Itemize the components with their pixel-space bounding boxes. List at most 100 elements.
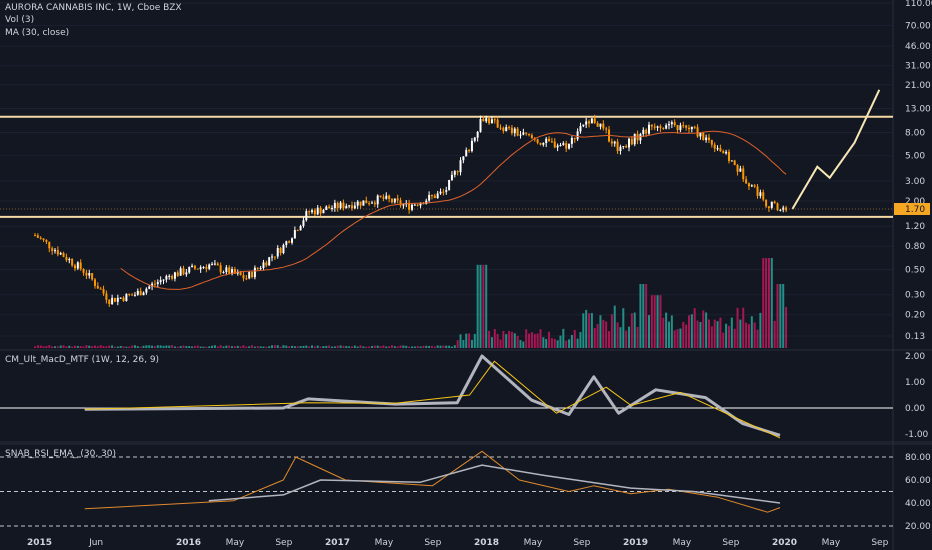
volume-bar [502, 330, 505, 348]
price-tick-label: 2.00 [905, 197, 925, 207]
candle-body [353, 205, 356, 209]
rsi-line [84, 450, 781, 513]
candle-body [493, 119, 496, 121]
candle-body [616, 141, 619, 151]
candle-body [276, 248, 279, 257]
candle-body [439, 191, 442, 194]
candle-body [251, 272, 254, 278]
volume-bar [156, 345, 159, 348]
volume-bar [736, 307, 739, 348]
candle-body [182, 268, 185, 275]
volume-bar [85, 345, 88, 348]
volume-bar [148, 345, 151, 348]
volume-bar [636, 326, 639, 348]
volume-bar [262, 346, 265, 348]
candle-body [51, 248, 54, 251]
candle-body [362, 200, 365, 206]
volume-bar [288, 346, 291, 348]
volume-bar [727, 325, 730, 348]
volume-bar [413, 346, 416, 348]
volume-bar [319, 346, 322, 348]
rsi-pane: 80.00 60.00 40.00 20.00 [0, 450, 931, 532]
volume-bar [285, 345, 288, 348]
candle-body [630, 138, 633, 145]
time-tick-label: May [524, 538, 543, 548]
candle-body [148, 286, 151, 289]
volume-bar [322, 345, 325, 348]
volume-bar [202, 346, 205, 348]
time-tick-label: 2020 [772, 538, 797, 548]
time-tick-label: May [375, 538, 394, 548]
candle-body [399, 200, 402, 206]
candle-body [745, 179, 748, 184]
volume-bar [602, 319, 605, 348]
candle-body [676, 125, 679, 131]
candle-body [408, 202, 411, 210]
volume-bar [685, 324, 688, 348]
candle-body [128, 293, 131, 295]
volume-bar [542, 337, 545, 348]
volume-bar [585, 309, 588, 348]
volume-bar [765, 258, 768, 348]
volume-bar [145, 345, 148, 348]
candle-body [679, 125, 682, 131]
volume-bar [530, 332, 533, 348]
volume-bar [333, 346, 336, 348]
volume-bar [62, 345, 65, 348]
volume-bar [165, 345, 168, 348]
candle-body [553, 141, 556, 148]
volume-bar [293, 346, 296, 348]
candle-body [253, 267, 256, 278]
candle-body [359, 201, 362, 206]
candle-body [767, 206, 770, 208]
candle-body [165, 276, 168, 280]
volume-bar [222, 346, 225, 348]
volume-bar [610, 314, 613, 348]
volume-bar [405, 345, 408, 348]
volume-bar [296, 346, 299, 348]
last-price-label: 1.70 [905, 205, 925, 215]
candle-body [48, 241, 51, 249]
volume-bar [433, 346, 436, 348]
volume-bar [702, 310, 705, 348]
volume-bar [430, 345, 433, 348]
candle-body [710, 140, 713, 145]
volume-bar [68, 345, 71, 348]
volume-bar [36, 345, 39, 348]
volume-bar [559, 335, 562, 348]
candle-body [336, 202, 339, 209]
volume-bar [382, 345, 385, 348]
candle-body [153, 283, 156, 285]
volume-bar [773, 320, 776, 348]
candle-body [505, 127, 508, 132]
candle-body [653, 126, 656, 128]
volume-bar [131, 345, 134, 348]
volume-bar [670, 315, 673, 348]
volume-bar [448, 345, 451, 348]
volume-bar [445, 345, 448, 348]
candle-body [667, 124, 670, 126]
volume-bar [219, 345, 222, 348]
candle-body [416, 204, 419, 206]
candle-body [96, 285, 99, 289]
candle-body [122, 297, 125, 301]
volume-bar [759, 312, 762, 348]
candle-body [365, 200, 368, 204]
candle-body [76, 262, 79, 269]
candle-body [456, 171, 459, 173]
volume-bar [456, 340, 459, 348]
volume-bar [550, 338, 553, 348]
volume-bar [453, 345, 456, 348]
candle-body [436, 193, 439, 199]
volume-bar [99, 345, 102, 348]
time-tick-label: Sep [722, 538, 739, 548]
volume-bar [710, 326, 713, 348]
time-tick-label: 2018 [474, 538, 499, 548]
rsi-tick-label: 60.00 [905, 476, 931, 486]
candle-body [202, 267, 205, 269]
time-tick-label: Sep [871, 538, 888, 548]
volume-bar [622, 308, 625, 348]
candle-body [116, 297, 119, 302]
volume-bar [350, 346, 353, 348]
